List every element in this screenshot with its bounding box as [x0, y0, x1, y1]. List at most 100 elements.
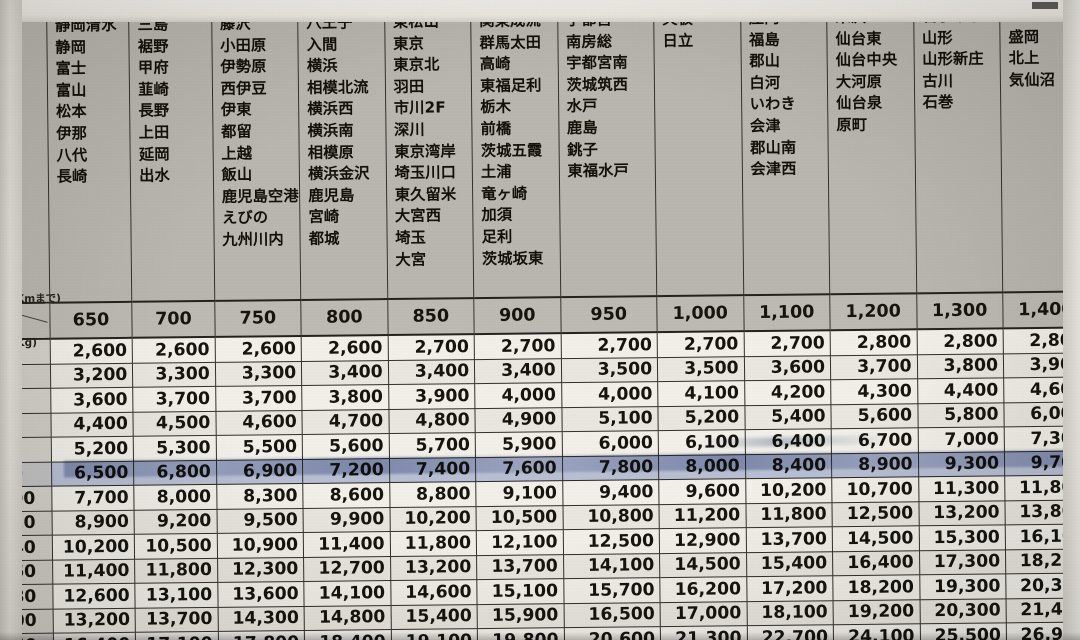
- rate-cell: 8,900: [831, 452, 919, 478]
- rate-cell: 10,200: [389, 506, 477, 532]
- rate-cell: 4,500: [133, 410, 216, 437]
- corner-registration-mark: [1032, 2, 1058, 9]
- rate-cell: 5,100: [561, 406, 659, 432]
- rate-cell: 3,800: [301, 384, 389, 410]
- rate-cell: 10,200: [52, 534, 135, 560]
- rate-cell: 4,400: [917, 377, 1004, 404]
- region-column-8: 庄内福島郡山白河いわき会津郡山南会津西: [739, 0, 830, 296]
- rate-cell: 18,100: [746, 600, 834, 626]
- rate-cell: 18,400: [304, 629, 392, 640]
- rate-cell: 11,800: [745, 502, 833, 528]
- rate-cell: 3,900: [388, 383, 476, 410]
- region-city-list: 東松山東京東京北羽田市川2F深川東京湾岸埼玉川口東久留米大宮西埼玉大宮: [393, 12, 457, 269]
- rate-cell: 4,200: [744, 379, 831, 406]
- rate-cell: 2,700: [474, 333, 561, 360]
- rate-cell: 16,500: [563, 602, 661, 628]
- rate-cell: 15,300: [918, 524, 1006, 551]
- rate-cell: 3,400: [388, 359, 475, 385]
- rate-cell: 4,600: [215, 409, 303, 436]
- region-column-9: 米沢仙台東仙台中央大河原仙台泉原町: [826, 0, 917, 295]
- rate-cell: 7,200: [302, 458, 390, 484]
- page-left-edge: [0, 0, 22, 640]
- page-top-margin: [0, 0, 1080, 22]
- rate-cell: 9,500: [216, 507, 304, 534]
- rate-cell: 11,800: [134, 557, 218, 584]
- rate-cell: 8,000: [134, 484, 217, 510]
- distance-header-cell: 1,100: [743, 294, 831, 332]
- rate-cell: 4,000: [561, 381, 659, 408]
- rate-cell: 9,200: [134, 508, 217, 535]
- rate-cell: 14,500: [832, 525, 920, 552]
- rate-cell: 6,400: [744, 428, 832, 455]
- rate-cell: 4,400: [50, 411, 134, 438]
- rate-cell: 14,800: [304, 605, 391, 631]
- page-right-margin: [1063, 0, 1080, 640]
- rate-cell: 3,600: [743, 355, 831, 381]
- rate-cell: 11,300: [918, 475, 1005, 502]
- rate-cell: 2,800: [830, 329, 917, 356]
- rate-cell: 20,300: [919, 598, 1007, 624]
- rate-cell: 14,600: [390, 579, 478, 606]
- region-column-1: 三島 裾野 甲府 韮崎 長野 上田 延岡 出水: [128, 0, 215, 302]
- rate-cell: 16,400: [53, 632, 136, 640]
- rate-cell: 3,700: [830, 354, 918, 380]
- rate-cell: 5,200: [658, 405, 745, 431]
- rate-cell: 16,400: [832, 550, 920, 576]
- region-city-list: 八王子 入間 横浜 相模北流 横浜西 横浜南 相模原 横浜金沢 鹿児島 宮崎 都城: [306, 13, 370, 248]
- rate-cell: 13,700: [476, 554, 564, 580]
- rate-table-body: 102,6002,6002,6002,6002,7002,7002,7002,7…: [0, 327, 1080, 640]
- rate-cell: 22,700: [746, 624, 834, 640]
- rate-cell: 14,500: [659, 552, 747, 578]
- rate-cell: 6,700: [831, 427, 918, 454]
- region-city-list: 静岡清水 静岡 富士 富山 松本 伊那 八代 長崎: [55, 15, 117, 186]
- rate-cell: 17,100: [135, 631, 219, 640]
- region-column-4: 東松山東京東京北羽田市川2F深川東京湾岸埼玉川口東久留米大宮西埼玉大宮: [384, 0, 474, 300]
- rate-cell: 8,000: [658, 454, 746, 480]
- rate-cell: 3,500: [560, 357, 658, 383]
- rate-cell: 6,100: [658, 429, 746, 456]
- rate-cell: 3,200: [50, 362, 133, 389]
- rate-cell: 16,200: [659, 576, 747, 603]
- rate-cell: 13,600: [217, 581, 305, 607]
- rate-cell: 8,800: [389, 481, 477, 508]
- rate-cell: 10,200: [745, 477, 833, 504]
- rate-cell: 3,700: [132, 386, 216, 412]
- region-column-5: 関東成流群馬太田高崎東福足利栃木前橋茨城五霞土浦竜ヶ崎加須足利茨城坂東: [470, 0, 561, 299]
- rate-cell: 10,700: [831, 476, 919, 503]
- distance-header-cell: 750: [214, 299, 302, 337]
- rate-cell: 2,800: [916, 328, 1004, 355]
- rate-cell: 2,600: [214, 335, 302, 362]
- rate-cell: 10,900: [216, 532, 304, 558]
- rate-cell: 21,300: [660, 625, 748, 640]
- rate-cell: 2,600: [49, 337, 133, 364]
- rate-cell: 3,500: [657, 356, 745, 382]
- rate-cell: 11,400: [303, 531, 391, 557]
- rate-cell: 13,700: [135, 606, 219, 633]
- rate-cell: 12,700: [303, 556, 391, 582]
- rate-cell: 3,300: [132, 361, 216, 388]
- rate-cell: 10,500: [134, 533, 218, 559]
- rate-cell: 5,400: [744, 404, 832, 430]
- rate-cell: 12,100: [476, 529, 564, 556]
- rate-cell: 13,100: [135, 582, 218, 608]
- distance-header-cell: 900: [473, 297, 561, 335]
- rate-cell: 19,100: [390, 628, 478, 640]
- rate-cell: 5,600: [302, 433, 390, 459]
- rate-cell: 10,800: [562, 504, 660, 530]
- rate-cell: 12,500: [832, 501, 919, 527]
- rate-cell: 2,700: [387, 334, 475, 361]
- rate-cell: 2,700: [743, 330, 831, 357]
- rate-cell: 2,700: [657, 331, 744, 358]
- rate-cell: 25,500: [919, 622, 1007, 640]
- rate-cell: 17,000: [660, 601, 747, 627]
- rate-cell: 7,000: [917, 426, 1005, 453]
- rate-cell: 11,800: [389, 530, 477, 557]
- rate-cell: 8,900: [51, 509, 135, 536]
- rate-cell: 17,200: [746, 575, 834, 602]
- rate-cell: 13,700: [745, 526, 833, 553]
- distance-header-cell: 1,300: [916, 292, 1004, 330]
- rate-cell: 5,200: [51, 436, 134, 462]
